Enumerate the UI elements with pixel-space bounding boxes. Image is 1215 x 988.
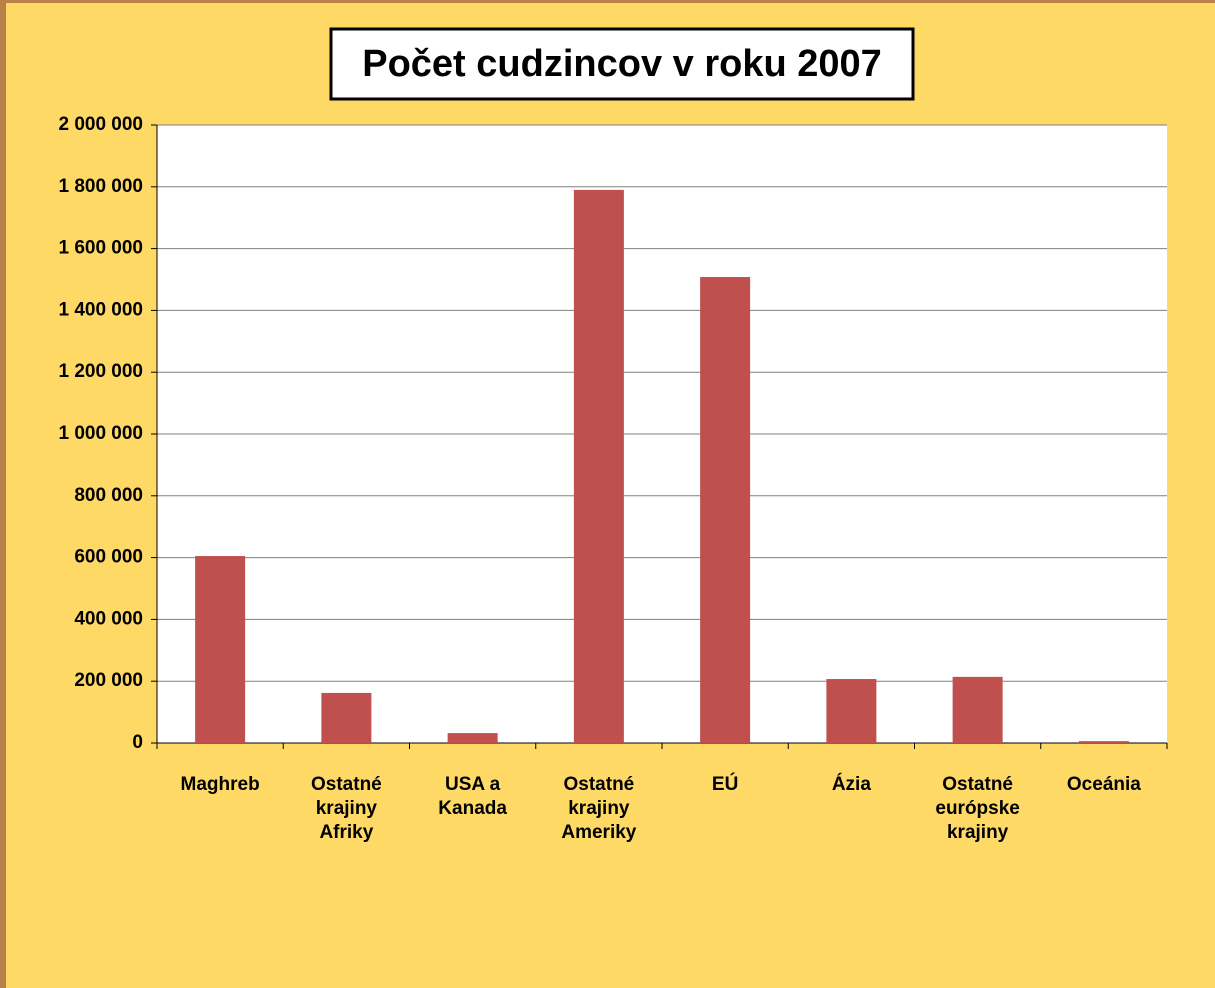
bar bbox=[700, 277, 751, 743]
bar bbox=[447, 733, 498, 743]
x-tick-label: Ostatné krajiny Afriky bbox=[311, 774, 382, 843]
x-tick-label: Ázia bbox=[831, 774, 871, 795]
y-tick-label: 200 000 bbox=[74, 670, 143, 691]
x-tick-label: Ostatné krajiny Ameriky bbox=[561, 774, 637, 843]
bar bbox=[1078, 741, 1129, 743]
x-tick-label: USA a Kanada bbox=[438, 774, 507, 819]
chart-title: Počet cudzincov v roku 2007 bbox=[362, 43, 882, 85]
x-tick-label: Oceánia bbox=[1066, 774, 1141, 795]
x-tick-label: EÚ bbox=[711, 774, 739, 795]
bar bbox=[195, 556, 246, 743]
y-tick-label: 1 000 000 bbox=[58, 423, 143, 444]
y-tick-label: 1 200 000 bbox=[58, 361, 143, 382]
x-tick-label: Maghreb bbox=[180, 774, 260, 795]
y-tick-label: 800 000 bbox=[74, 485, 143, 506]
chart-svg: Počet cudzincov v roku 2007 0 200 000 400 … bbox=[58, 27, 1168, 753]
x-tick-label: Ostatné európske krajiny bbox=[935, 774, 1020, 843]
y-tick-label: 400 000 bbox=[74, 608, 143, 629]
y-tick-label: 600 000 bbox=[74, 547, 143, 568]
y-tick-label: 0 bbox=[132, 732, 143, 753]
bar bbox=[952, 676, 1003, 743]
bar bbox=[826, 679, 877, 743]
y-tick-label: 1 600 000 bbox=[58, 238, 143, 259]
bar bbox=[573, 189, 624, 743]
y-tick-label: 2 000 000 bbox=[58, 114, 143, 135]
y-tick-label: 1 800 000 bbox=[58, 176, 143, 197]
y-tick-label: 1 400 000 bbox=[58, 299, 143, 320]
bar bbox=[321, 692, 372, 743]
title-box bbox=[329, 27, 915, 101]
